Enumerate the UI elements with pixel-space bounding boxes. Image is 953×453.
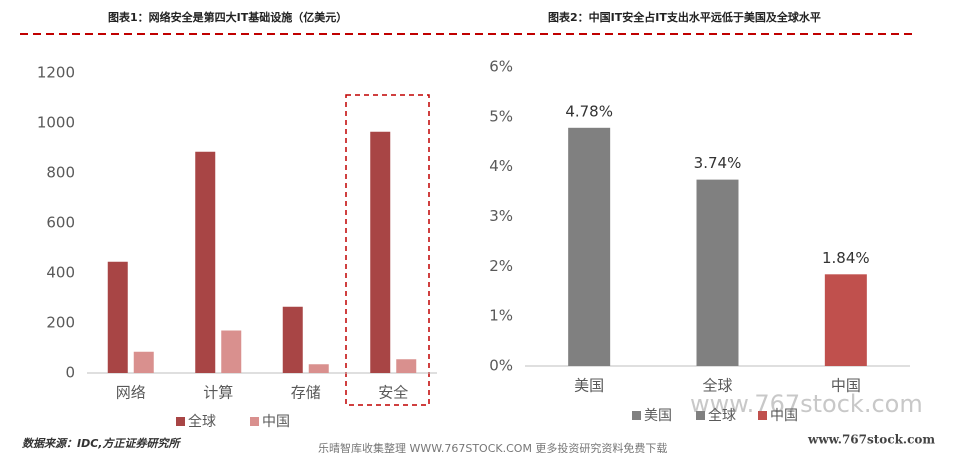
- y-tick-label: 4%: [489, 157, 513, 175]
- y-tick-label: 3%: [489, 207, 513, 225]
- value-label: 3.74%: [694, 154, 742, 172]
- x-tick-label: 全球: [702, 377, 732, 395]
- bar: [396, 359, 417, 373]
- bar: [696, 179, 739, 366]
- legend-label: 中国: [262, 414, 290, 430]
- watermark: www.767stock.com: [807, 433, 935, 447]
- legend-swatch: [176, 417, 185, 426]
- bar: [133, 351, 154, 373]
- x-tick-label: 中国: [831, 377, 861, 395]
- x-tick-label: 网络: [116, 384, 146, 402]
- y-tick-label: 5%: [489, 107, 513, 125]
- legend-swatch: [696, 411, 705, 420]
- bar: [568, 127, 611, 367]
- legend-swatch: [632, 411, 641, 420]
- chart-title: 图表1：网络安全是第四大IT基础设施（亿美元）: [108, 10, 347, 24]
- bar: [282, 306, 303, 373]
- y-tick-label: 200: [46, 314, 75, 332]
- x-tick-label: 美国: [574, 377, 604, 395]
- chart-title: 图表2：中国IT安全占IT支出水平远低于美国及全球水平: [548, 10, 821, 24]
- y-tick-label: 1200: [37, 64, 75, 82]
- bar: [221, 330, 242, 373]
- legend-label: 全球: [188, 413, 216, 430]
- bar: [195, 151, 216, 373]
- x-tick-label: 计算: [203, 384, 233, 402]
- value-label: 1.84%: [822, 249, 870, 267]
- highlight-box: [345, 94, 430, 406]
- y-tick-label: 0%: [489, 357, 513, 375]
- y-tick-label: 600: [46, 214, 75, 232]
- bar: [308, 364, 329, 373]
- watermark: www.767stock.com: [690, 390, 923, 418]
- source: 数据来源：IDC,方正证券研究所: [22, 437, 181, 450]
- y-tick-label: 2%: [489, 257, 513, 275]
- x-tick-label: 存储: [291, 384, 321, 402]
- y-tick-label: 6%: [489, 58, 513, 76]
- legend-swatch: [758, 411, 767, 420]
- x-tick-label: 安全: [378, 384, 408, 402]
- legend-label: 美国: [644, 408, 672, 424]
- notice: 乐晴智库收集整理 WWW.767STOCK.COM 更多投资研究资料免费下载: [318, 441, 667, 453]
- bar: [107, 261, 128, 373]
- value-label: 4.78%: [565, 102, 613, 120]
- legend-label: 中国: [770, 408, 798, 424]
- y-tick-label: 800: [46, 164, 75, 182]
- bar: [824, 274, 867, 366]
- legend-label: 全球: [708, 407, 736, 424]
- y-tick-label: 1%: [489, 307, 513, 325]
- legend-swatch: [250, 417, 259, 426]
- y-tick-label: 1000: [37, 114, 75, 132]
- y-tick-label: 400: [46, 264, 75, 282]
- y-tick-label: 0: [65, 364, 75, 382]
- bar: [370, 131, 391, 373]
